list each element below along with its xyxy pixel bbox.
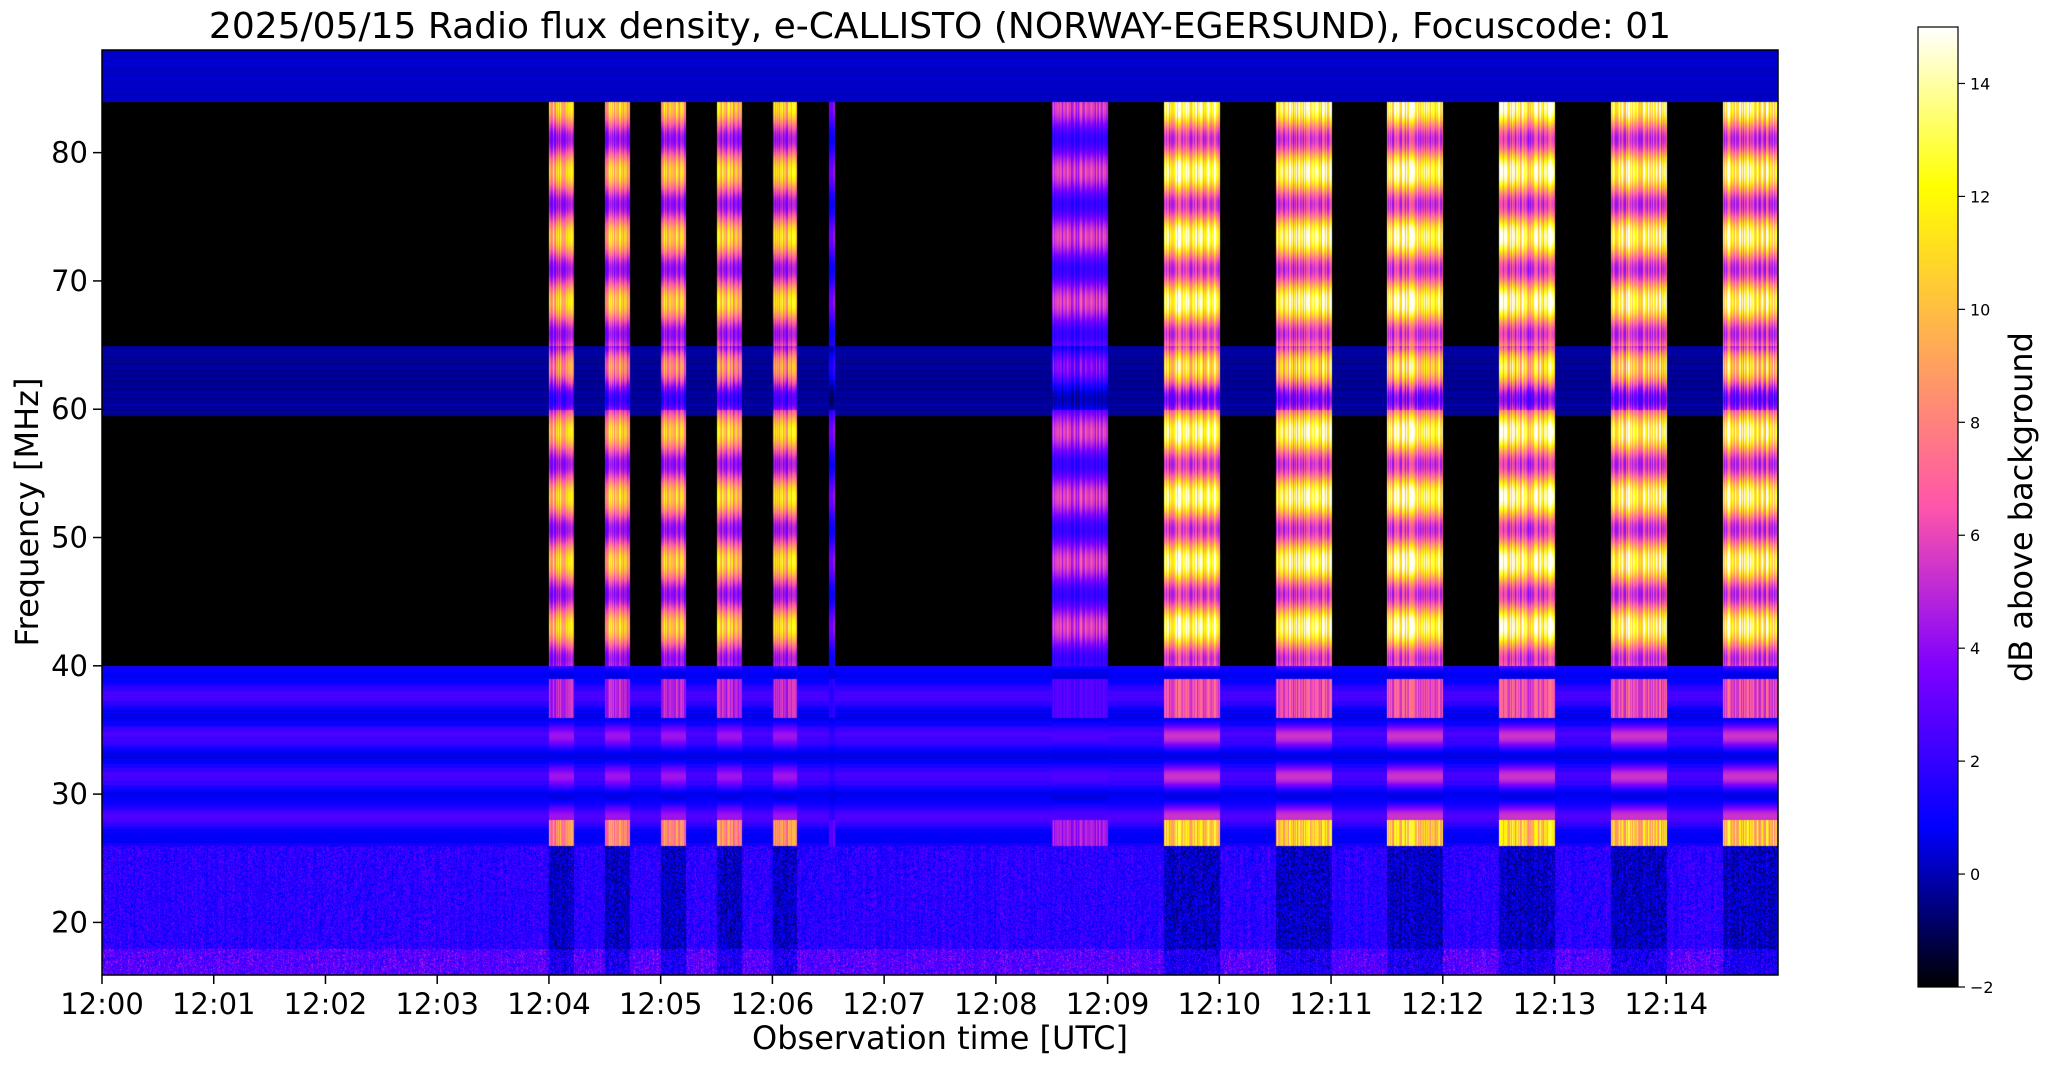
x-tick-label: 12:12 (1401, 987, 1485, 1021)
y-tick-label: 80 (51, 136, 88, 170)
x-tick-label: 12:04 (507, 987, 591, 1021)
y-axis-ticks: 20 30 40 50 60 70 80 (51, 136, 102, 939)
x-tick-label: 12:05 (619, 987, 703, 1021)
x-axis-label: Observation time [UTC] (752, 1019, 1128, 1057)
colorbar-tick-label: 14 (1970, 74, 1990, 93)
colorbar-tick-label: 10 (1970, 300, 1990, 319)
y-tick-label: 60 (51, 392, 88, 426)
x-tick-label: 12:02 (284, 987, 368, 1021)
colorbar-tick-label: 4 (1970, 639, 1980, 658)
colorbar-tick-label: −2 (1970, 978, 1994, 997)
x-tick-label: 12:03 (395, 987, 479, 1021)
chart-title: 2025/05/15 Radio flux density, e-CALLIST… (209, 6, 1671, 47)
colorbar-gradient (1917, 26, 1959, 988)
y-tick-label: 50 (51, 521, 88, 555)
colorbar-label: dB above background (2002, 332, 2040, 682)
x-tick-label: 12:08 (954, 987, 1038, 1021)
plot-frame (101, 49, 1779, 976)
colorbar-tick-label: 6 (1970, 526, 1980, 545)
x-tick-label: 12:10 (1178, 987, 1262, 1021)
x-tick-label: 12:07 (842, 987, 926, 1021)
x-tick-label: 12:13 (1513, 987, 1597, 1021)
x-tick-label: 12:00 (60, 987, 144, 1021)
colorbar-tick-label: 8 (1970, 413, 1980, 432)
y-tick-label: 30 (51, 777, 88, 811)
x-tick-label: 12:09 (1066, 987, 1150, 1021)
x-tick-label: 12:01 (172, 987, 256, 1021)
x-tick-label: 12:14 (1624, 987, 1708, 1021)
spectrogram-heatmap (102, 50, 1778, 975)
colorbar-tick-label: 12 (1970, 187, 1990, 206)
colorbar-tick-label: 0 (1970, 865, 1980, 884)
y-tick-label: 70 (51, 264, 88, 298)
colorbar-ticks: −2 0 2 4 6 8 10 12 14 (1958, 74, 1994, 997)
x-tick-label: 12:06 (731, 987, 815, 1021)
y-axis-label: Frequency [MHz] (8, 378, 46, 647)
y-tick-label: 20 (51, 905, 88, 939)
y-tick-label: 40 (51, 649, 88, 683)
x-tick-label: 12:11 (1289, 987, 1373, 1021)
colorbar-tick-label: 2 (1970, 752, 1980, 771)
x-axis-ticks: 12:00 12:01 12:02 12:03 12:04 12:05 12:06 12:07… (60, 975, 1708, 1021)
colorbar: −2 0 2 4 6 8 10 12 14 dB above background (1917, 26, 2040, 997)
